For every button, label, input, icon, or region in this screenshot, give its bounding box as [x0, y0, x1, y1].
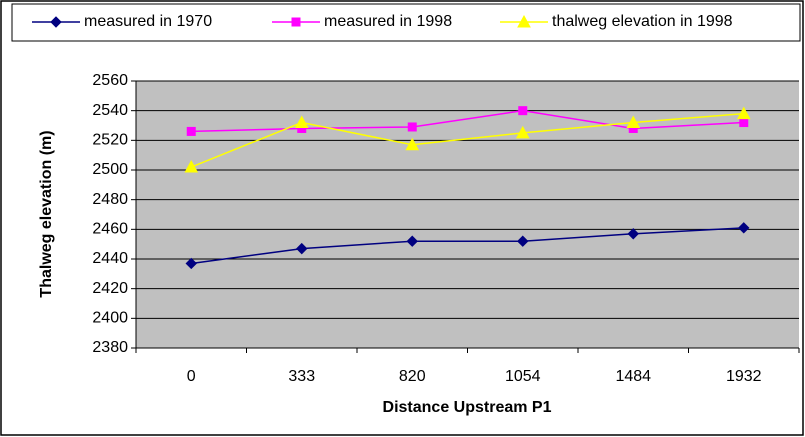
marker [405, 137, 420, 151]
x-tick-label: 1484 [615, 368, 651, 385]
y-tick-label: 2420 [92, 280, 128, 297]
marker [184, 159, 199, 173]
y-tick-label: 2380 [92, 339, 128, 356]
x-tick-label: 333 [288, 368, 315, 385]
marker [515, 125, 530, 139]
series-line [191, 109, 744, 133]
marker [518, 106, 528, 116]
x-axis-title: Distance Upstream P1 [383, 399, 552, 416]
y-tick-label: 2540 [92, 102, 128, 119]
y-tick-label: 2400 [92, 310, 128, 327]
marker [50, 16, 62, 28]
marker [186, 126, 196, 136]
marker [185, 257, 197, 270]
marker [291, 17, 301, 27]
legend-box [11, 3, 801, 42]
y-tick-label: 2500 [92, 161, 128, 178]
y-tick-label: 2560 [92, 72, 128, 89]
y-tick-label: 2520 [92, 132, 128, 149]
y-tick-label: 2440 [92, 250, 128, 267]
marker [627, 228, 639, 240]
x-tick-label: 1054 [505, 368, 541, 385]
legend-label: thalweg elevation in 1998 [552, 13, 733, 30]
marker [626, 115, 641, 129]
marker [517, 235, 529, 247]
series-line [190, 112, 744, 168]
marker [294, 115, 309, 129]
x-tick-label: 1932 [726, 368, 762, 385]
marker [736, 106, 751, 120]
legend-label: measured in 1970 [84, 13, 212, 30]
marker [739, 118, 749, 128]
marker [296, 242, 308, 255]
marker [406, 235, 418, 247]
y-axis-title: Thalweg elevation (m) [38, 130, 55, 297]
series-line [191, 227, 744, 265]
y-tick-label: 2480 [92, 191, 128, 208]
marker [738, 222, 750, 234]
x-tick-label: 0 [187, 368, 196, 385]
y-tick-label: 2460 [92, 221, 128, 238]
plot-area [136, 81, 799, 348]
legend-label: measured in 1998 [324, 13, 452, 30]
marker [407, 122, 417, 132]
x-tick-label: 820 [399, 368, 426, 385]
marker [517, 14, 531, 28]
